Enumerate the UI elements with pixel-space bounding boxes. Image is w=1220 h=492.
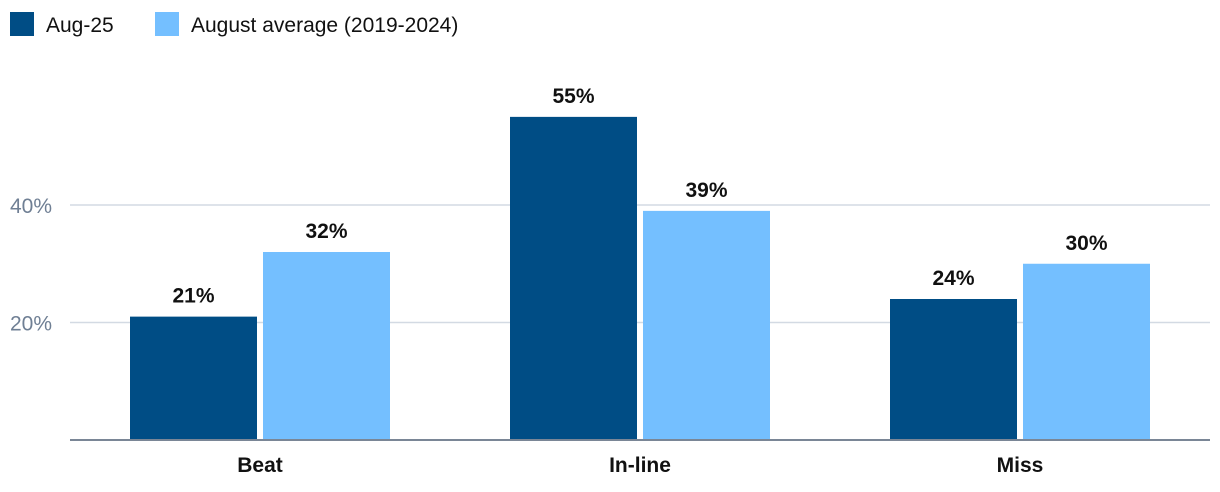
data-label: 24% — [932, 267, 974, 290]
bar-beat-series-2 — [263, 252, 390, 440]
x-axis: Beat In-line Miss — [70, 439, 1210, 477]
bar-beat-series-1 — [130, 316, 257, 440]
legend: Aug-25 August average (2019-2024) — [10, 12, 458, 37]
legend-label-1: Aug-25 — [46, 14, 114, 37]
bar-in-line-series-2 — [643, 210, 770, 440]
bar-in-line-series-1 — [510, 116, 637, 440]
x-tick-label: Miss — [997, 454, 1044, 477]
y-axis: 20% 40% — [10, 195, 52, 336]
data-label: 55% — [552, 85, 594, 108]
x-tick-label: Beat — [237, 454, 283, 477]
y-tick-label: 20% — [10, 313, 52, 336]
data-label: 21% — [172, 285, 214, 308]
bar-miss-series-1 — [890, 299, 1017, 440]
data-label: 32% — [305, 220, 347, 243]
legend-label-2: August average (2019-2024) — [191, 14, 458, 37]
legend-swatch-1 — [10, 12, 34, 36]
y-tick-label: 40% — [10, 195, 52, 218]
bar-miss-series-2 — [1023, 263, 1150, 440]
gridlines — [70, 204, 1210, 324]
data-labels: 21% 32% 55% 39% 24% 30% — [172, 85, 1107, 308]
legend-swatch-2 — [155, 12, 179, 36]
x-tick-label: In-line — [609, 454, 671, 477]
data-label: 30% — [1065, 232, 1107, 255]
data-label: 39% — [685, 179, 727, 202]
bars — [130, 116, 1150, 440]
